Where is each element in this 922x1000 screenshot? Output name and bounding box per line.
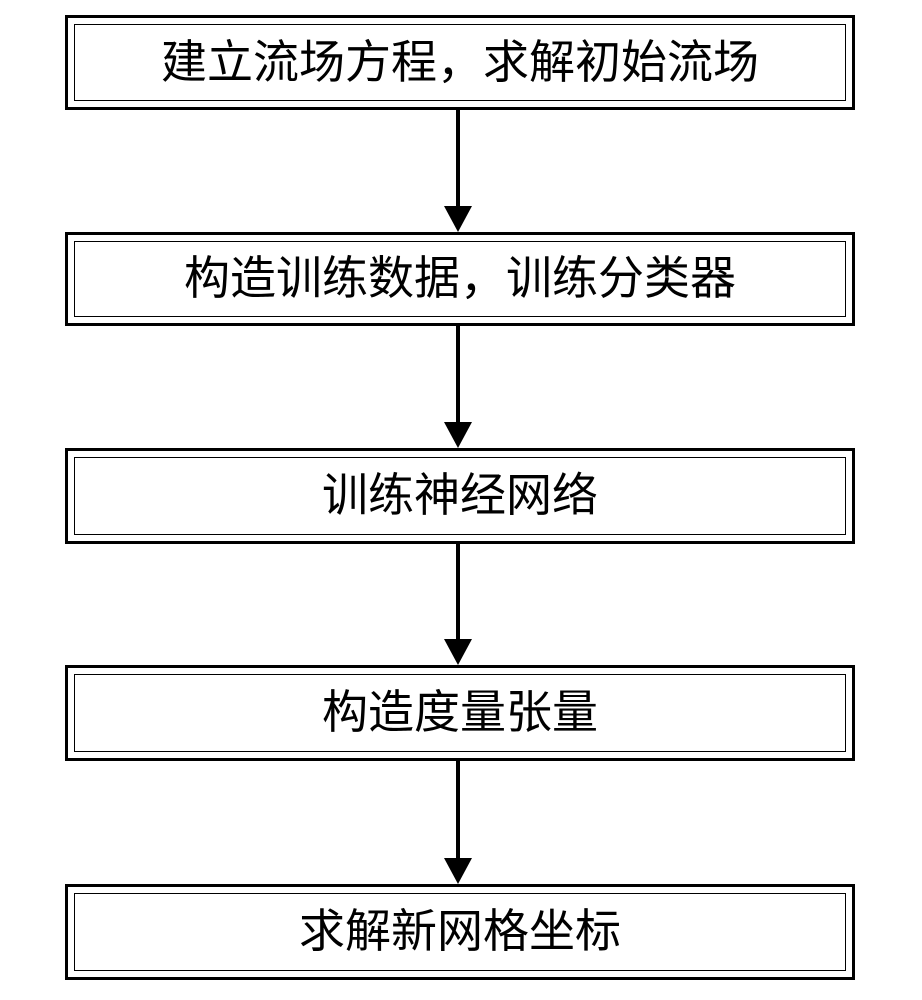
arrow-head-icon [444, 858, 472, 884]
flow-node-n3: 训练神经网络 [65, 448, 855, 544]
flow-node-n5: 求解新网格坐标 [65, 884, 855, 980]
arrow-head-icon [444, 422, 472, 448]
flow-node-inner: 建立流场方程，求解初始流场 [74, 24, 846, 101]
flow-node-inner: 构造训练数据，训练分类器 [74, 241, 846, 317]
flow-node-inner: 求解新网格坐标 [74, 893, 846, 971]
flow-node-n4: 构造度量张量 [65, 665, 855, 761]
flow-node-label: 构造训练数据，训练分类器 [184, 251, 736, 306]
arrow-head-icon [444, 639, 472, 665]
flow-node-label: 求解新网格坐标 [299, 904, 621, 959]
flow-node-n1: 建立流场方程，求解初始流场 [65, 15, 855, 110]
arrow-line-n2-n3 [456, 326, 460, 424]
flow-node-inner: 训练神经网络 [74, 457, 846, 535]
flow-node-label: 构造度量张量 [322, 685, 598, 740]
flow-node-label: 建立流场方程，求解初始流场 [161, 35, 759, 90]
arrow-line-n4-n5 [456, 761, 460, 860]
arrow-line-n1-n2 [456, 110, 460, 208]
flow-node-inner: 构造度量张量 [74, 674, 846, 752]
flow-node-label: 训练神经网络 [322, 468, 598, 523]
arrow-line-n3-n4 [456, 544, 460, 641]
flowchart-canvas: 建立流场方程，求解初始流场构造训练数据，训练分类器训练神经网络构造度量张量求解新… [0, 0, 922, 1000]
flow-node-n2: 构造训练数据，训练分类器 [65, 232, 855, 326]
arrow-head-icon [444, 206, 472, 232]
